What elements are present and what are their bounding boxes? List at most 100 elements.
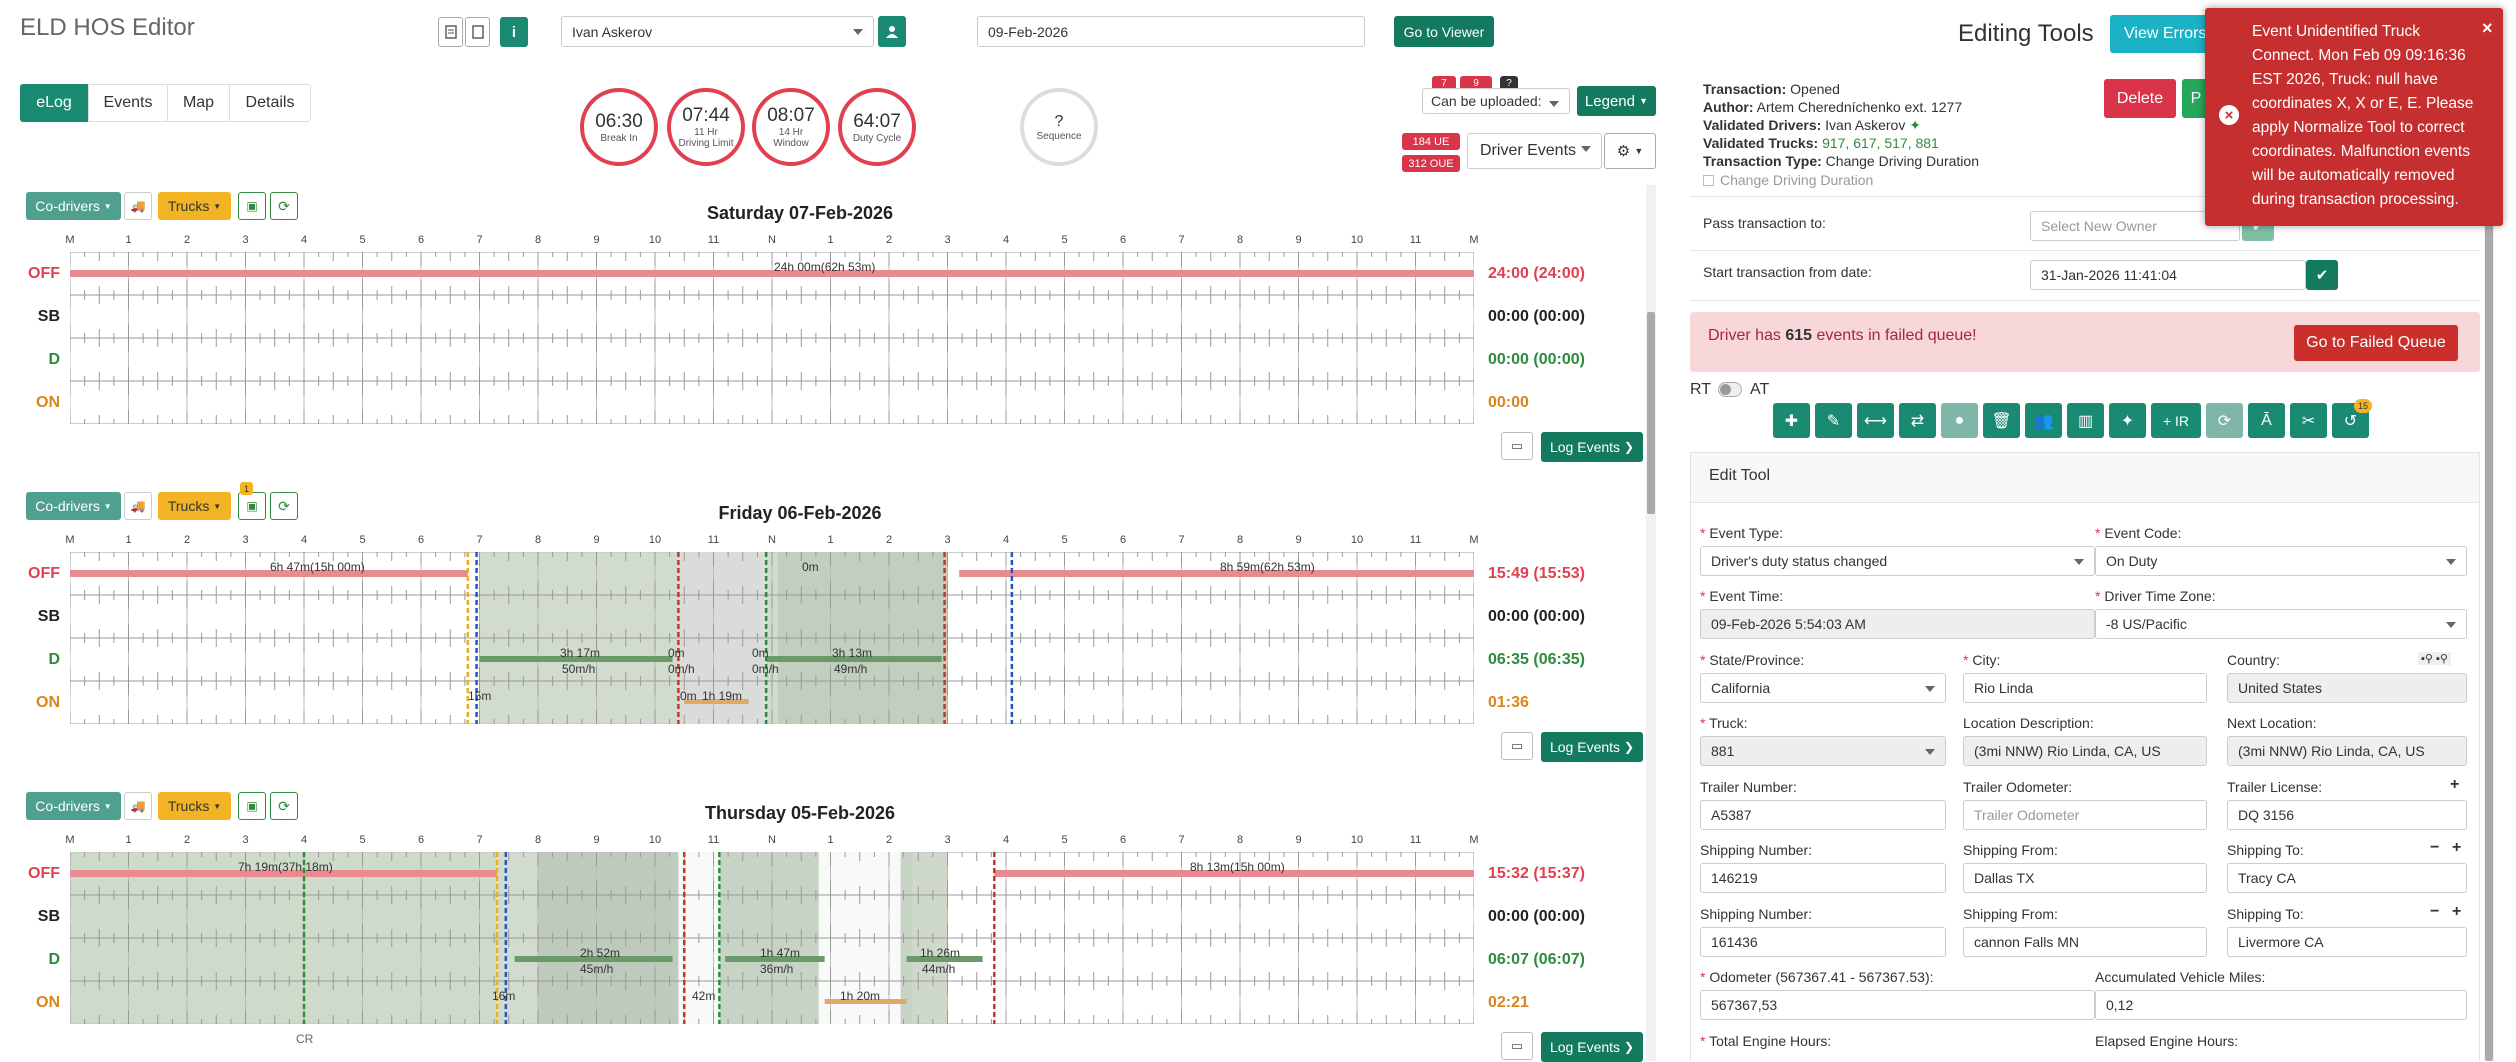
duration-annotation: 0m: [680, 689, 697, 703]
comment-button[interactable]: ▭: [1501, 1032, 1533, 1060]
start-date-input[interactable]: 31-Jan-2026 11:41:04: [2030, 260, 2306, 290]
truck-select[interactable]: 881: [1700, 736, 1946, 766]
settings-dropdown-button[interactable]: ⚙ ▼: [1604, 133, 1656, 169]
shipping-to-2-input[interactable]: Livermore CA: [2227, 927, 2467, 957]
trucks-button[interactable]: Trucks ▼: [158, 492, 231, 520]
event-code-select[interactable]: On Duty: [2095, 546, 2467, 576]
trailer-number-input[interactable]: A5387: [1700, 800, 1946, 830]
driver-select[interactable]: Ivan Askerov: [561, 16, 874, 47]
badge-count-2[interactable]: 9: [1460, 76, 1492, 91]
shipping-from-input[interactable]: Dallas TX: [1963, 863, 2207, 893]
swap-tool-button[interactable]: ⇄: [1899, 403, 1936, 438]
time-zone-select[interactable]: -8 US/Pacific: [2095, 609, 2467, 639]
country-input[interactable]: United States: [2227, 673, 2467, 703]
truck-icon-button[interactable]: 🚚: [124, 792, 152, 820]
state-select[interactable]: California: [1700, 673, 1946, 703]
add-ir-tool-button[interactable]: + IR: [2151, 403, 2201, 438]
scissors-tool-button[interactable]: ✂: [2290, 403, 2327, 438]
shipping-from-2-input[interactable]: cannon Falls MN: [1963, 927, 2207, 957]
tab-elog[interactable]: eLog: [20, 84, 88, 122]
driver-profile-button[interactable]: [878, 16, 906, 47]
event-time-input[interactable]: 09-Feb-2026 5:54:03 AM: [1700, 609, 2095, 639]
codrivers-button[interactable]: Co-drivers ▼: [26, 492, 121, 520]
odometer-label: * Odometer (567367.41 - 567367.53):: [1700, 969, 1934, 985]
magic-tool-button[interactable]: ✦: [2109, 403, 2146, 438]
ue-badge[interactable]: 184 UE: [1402, 133, 1460, 150]
shipping-number-input[interactable]: 146219: [1700, 863, 1946, 893]
delete-button[interactable]: Delete: [2104, 79, 2176, 118]
trucks-button[interactable]: Trucks ▼: [158, 792, 231, 820]
trailer-license-input[interactable]: DQ 3156: [2227, 800, 2467, 830]
user-tool-button[interactable]: ●: [1941, 403, 1978, 438]
next-location-input[interactable]: (3mi NNW) Rio Linda, CA, US: [2227, 736, 2467, 766]
tab-details[interactable]: Details: [229, 84, 311, 122]
log-events-button[interactable]: Log Events ❯: [1541, 732, 1643, 762]
text-tool-button[interactable]: Ā: [2248, 403, 2285, 438]
rt-at-toggle[interactable]: [1718, 382, 1742, 397]
trash-tool-button[interactable]: 🗑: [1983, 403, 2020, 438]
start-date-confirm-button[interactable]: ✔: [2306, 260, 2338, 290]
change-driving-checkbox[interactable]: Change Driving Duration: [1703, 172, 1873, 188]
value: 0,12: [2106, 997, 2134, 1013]
shipping-number-2-input[interactable]: 161436: [1700, 927, 1946, 957]
tab-map[interactable]: Map: [167, 84, 230, 122]
remove-shipping-icon[interactable]: −: [2430, 839, 2440, 856]
codrivers-button[interactable]: Co-drivers ▼: [26, 192, 121, 220]
columns-tool-button[interactable]: ▥: [2067, 403, 2104, 438]
panel-scrollbar-thumb[interactable]: [2485, 218, 2493, 1061]
log-events-button[interactable]: Log Events ❯: [1541, 1032, 1643, 1062]
upload-select[interactable]: Can be uploaded:: [1422, 88, 1570, 114]
duration-annotation: 1h 19m: [702, 689, 743, 703]
event-type-select[interactable]: Driver's duty status changed: [1700, 546, 2095, 576]
toast-close-icon[interactable]: ×: [2482, 18, 2493, 38]
truck-icon-button[interactable]: 🚚: [124, 492, 152, 520]
trailer-icon-button[interactable]: ▣: [238, 492, 266, 520]
refresh-button[interactable]: ⟳: [270, 492, 298, 520]
badge-count-1[interactable]: 7: [1432, 76, 1456, 91]
refresh-button[interactable]: ⟳: [270, 792, 298, 820]
trucks-button[interactable]: Trucks ▼: [158, 192, 231, 220]
truck-label: * Truck:: [1700, 715, 1747, 731]
users-tool-button[interactable]: 👥: [2025, 403, 2062, 438]
accumulated-miles-input[interactable]: 0,12: [2095, 990, 2467, 1020]
comment-button[interactable]: ▭: [1501, 432, 1533, 460]
add-shipping-icon[interactable]: +: [2452, 839, 2462, 856]
trailer-odometer-input[interactable]: Trailer Odometer: [1963, 800, 2207, 830]
document-icon-button[interactable]: [438, 17, 463, 47]
odometer-input[interactable]: 567367,53: [1700, 990, 2095, 1020]
codrivers-button[interactable]: Co-drivers ▼: [26, 792, 121, 820]
go-to-viewer-button[interactable]: Go to Viewer: [1394, 16, 1494, 47]
tab-events[interactable]: Events: [88, 84, 168, 122]
oue-badge[interactable]: 312 OUE: [1402, 155, 1460, 172]
view-errors-button[interactable]: View Errors: [2110, 15, 2210, 53]
comment-button[interactable]: ▭: [1501, 732, 1533, 760]
shipping-to-input[interactable]: Tracy CA: [2227, 863, 2467, 893]
badge-unknown[interactable]: ?: [1500, 76, 1518, 91]
date-input[interactable]: 09-Feb-2026: [977, 16, 1365, 47]
truck-icon-button[interactable]: 🚚: [124, 192, 152, 220]
log-scrollbar-thumb[interactable]: [1647, 312, 1655, 514]
pencil-tool-button[interactable]: ✎: [1815, 403, 1852, 438]
remove-shipping-2-icon[interactable]: −: [2430, 903, 2440, 920]
log-scrollbar[interactable]: [1646, 185, 1656, 1061]
note-icon-button[interactable]: [465, 17, 490, 47]
trailer-icon-button[interactable]: ▣: [238, 192, 266, 220]
arrows-h-tool-button[interactable]: ⟷: [1857, 403, 1894, 438]
refresh-button[interactable]: ⟳: [270, 192, 298, 220]
driver-events-select[interactable]: Driver Events: [1467, 133, 1602, 169]
info-button[interactable]: i: [500, 17, 528, 47]
add-trailer-icon[interactable]: +: [2450, 776, 2460, 793]
location-description-input[interactable]: (3mi NNW) Rio Linda, CA, US: [1963, 736, 2207, 766]
map-pin-icons[interactable]: ▪⚲ ▪⚲: [2418, 652, 2451, 665]
city-input[interactable]: Rio Linda: [1963, 673, 2207, 703]
legend-button[interactable]: Legend ▼: [1577, 86, 1656, 116]
add-shipping-2-icon[interactable]: +: [2452, 903, 2462, 920]
duration-annotation: 1h 26m: [920, 946, 961, 960]
go-to-failed-queue-button[interactable]: Go to Failed Queue: [2294, 325, 2458, 361]
trailer-icon-button[interactable]: ▣: [238, 792, 266, 820]
error-toast[interactable]: [2205, 8, 2503, 226]
log-events-button[interactable]: Log Events ❯: [1541, 432, 1643, 462]
status-label-on: ON: [36, 694, 60, 711]
plus-tool-button[interactable]: ✚: [1773, 403, 1810, 438]
refresh-tool-button[interactable]: ⟳: [2206, 403, 2243, 438]
